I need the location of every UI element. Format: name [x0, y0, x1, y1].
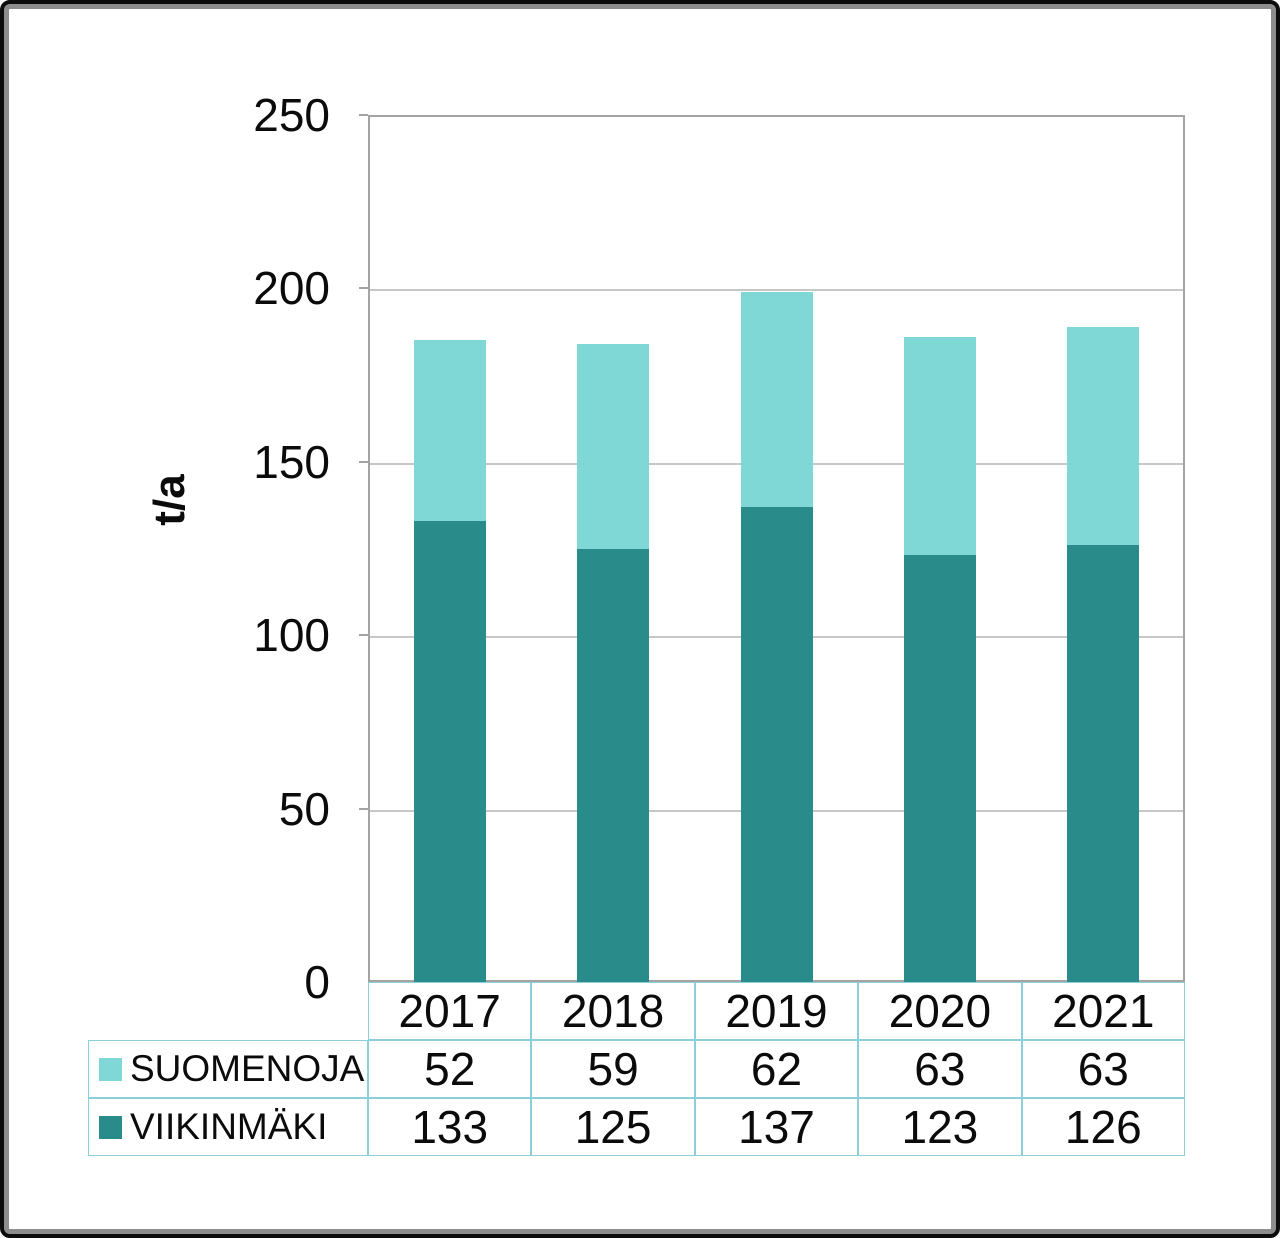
value-cell-suomenoja-2021: 63	[1021, 1040, 1185, 1098]
value-cell-suomenoja-2020: 63	[858, 1040, 1022, 1098]
bar-2019-suomenoja	[740, 291, 813, 507]
y-tick-mark-150	[359, 460, 368, 463]
value-cell-suomenoja-2019: 62	[694, 1040, 859, 1098]
bar-2017-viikinmaki	[413, 520, 486, 982]
bar-2021-suomenoja	[1067, 326, 1140, 546]
year-cell-2018: 2018	[531, 982, 695, 1040]
plot-area	[368, 115, 1185, 982]
value-cell-suomenoja-2018: 59	[531, 1040, 695, 1098]
bar-2018-suomenoja	[577, 343, 650, 549]
value-cell-viikinmaki-2020: 123	[858, 1098, 1022, 1156]
bar-2020-viikinmaki	[903, 555, 976, 982]
value-cell-viikinmaki-2017: 133	[368, 1098, 532, 1156]
bar-2018-viikinmaki	[577, 548, 650, 982]
year-cell-2019: 2019	[694, 982, 859, 1040]
legend-label-suomenoja: SUOMENOJA	[130, 1048, 365, 1089]
y-tick-label-100: 100	[253, 609, 330, 662]
year-cell-2020: 2020	[858, 982, 1022, 1040]
y-tick-mark-50	[359, 807, 368, 810]
y-tick-label-150: 150	[253, 435, 330, 488]
bar-2019-viikinmaki	[740, 506, 813, 982]
y-tick-mark-200	[359, 287, 368, 290]
value-cell-viikinmaki-2018: 125	[531, 1098, 695, 1156]
value-cell-viikinmaki-2019: 137	[694, 1098, 859, 1156]
bar-2021-viikinmaki	[1067, 545, 1140, 982]
y-tick-label-200: 200	[253, 262, 330, 315]
data-table: 2017 2018 2019 2020 2021 SUOMENOJA 52 59 62 63 63 V…	[88, 982, 1185, 1156]
y-tick-label-250: 250	[253, 89, 330, 141]
legend-label-viikinmaki: VIIKINMÄKI	[130, 1106, 328, 1147]
y-tick-label-50: 50	[278, 782, 330, 835]
legend-swatch-viikinmaki	[99, 1115, 122, 1139]
y-tick-mark-250	[359, 114, 368, 116]
year-cell-2017: 2017	[368, 982, 532, 1040]
legend-swatch-suomenoja	[99, 1057, 122, 1081]
bar-2017-suomenoja	[413, 340, 486, 521]
legend-cell-viikinmaki: VIIKINMÄKI	[88, 1098, 368, 1156]
table-corner-spacer	[88, 982, 368, 1040]
legend-cell-suomenoja: SUOMENOJA	[88, 1040, 368, 1098]
value-cell-viikinmaki-2021: 126	[1021, 1098, 1185, 1156]
y-tick-mark-100	[359, 634, 368, 637]
value-cell-suomenoja-2017: 52	[368, 1040, 532, 1098]
gridline-200	[370, 289, 1183, 292]
bar-2020-suomenoja	[903, 336, 976, 556]
year-cell-2021: 2021	[1021, 982, 1185, 1040]
y-tick-label-0: 0	[304, 956, 330, 1008]
